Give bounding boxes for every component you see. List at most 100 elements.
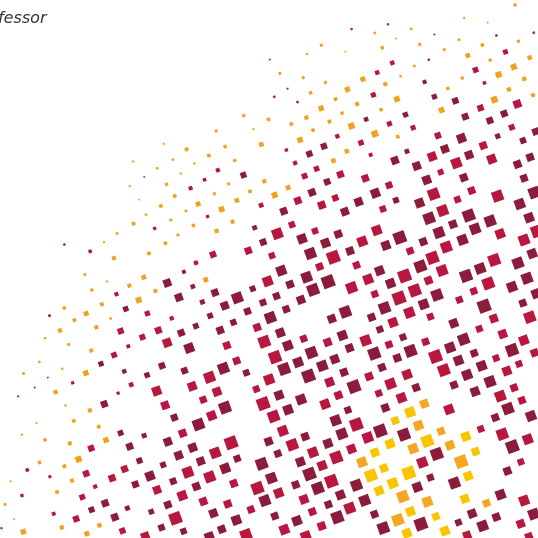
dot	[364, 468, 378, 482]
dot	[256, 396, 271, 411]
dot	[144, 213, 147, 216]
dot	[353, 197, 364, 208]
dot	[127, 283, 132, 288]
dot	[209, 446, 222, 459]
dot	[344, 148, 350, 154]
dot	[356, 456, 368, 468]
dot	[454, 454, 469, 469]
dot	[217, 362, 230, 375]
dot	[125, 442, 134, 451]
dot	[423, 275, 433, 285]
dot	[380, 240, 391, 251]
dot	[361, 431, 374, 444]
dot	[9, 480, 11, 482]
dot	[413, 259, 427, 273]
dot	[67, 343, 71, 347]
dot	[144, 310, 151, 317]
dot	[416, 456, 429, 469]
dot	[83, 310, 89, 316]
dot	[184, 147, 189, 152]
dot	[244, 246, 253, 255]
dot	[399, 333, 408, 342]
dot	[413, 64, 416, 67]
dot	[299, 334, 308, 343]
dot	[316, 521, 326, 531]
dot	[193, 162, 196, 165]
dot	[486, 153, 498, 165]
dot	[401, 369, 413, 381]
dot	[296, 295, 307, 306]
dot	[492, 354, 501, 363]
dot	[181, 269, 186, 274]
dot	[448, 476, 462, 490]
dot	[402, 111, 409, 118]
dot	[126, 344, 131, 349]
dot	[408, 283, 423, 298]
dot	[258, 494, 271, 507]
dot	[517, 458, 525, 466]
dot	[203, 371, 216, 384]
dot	[252, 128, 255, 131]
dot	[87, 408, 92, 413]
dot	[383, 82, 388, 87]
dot	[109, 317, 112, 320]
dot	[460, 76, 464, 80]
dot	[141, 433, 147, 439]
dot	[371, 224, 383, 236]
dot	[487, 253, 501, 267]
dot	[477, 425, 486, 434]
dot	[358, 494, 371, 507]
dot	[122, 305, 129, 312]
dot	[111, 351, 118, 358]
dot	[152, 485, 162, 495]
dot	[344, 51, 346, 53]
dot	[418, 237, 428, 247]
dot	[418, 298, 430, 310]
dot	[470, 349, 479, 358]
dot	[521, 76, 527, 82]
dot	[17, 395, 19, 397]
dot	[301, 76, 305, 80]
dot	[531, 127, 538, 136]
dot	[339, 367, 349, 377]
dot	[436, 264, 449, 277]
dot	[147, 251, 152, 256]
dot	[476, 360, 488, 372]
dot	[252, 385, 261, 394]
dot	[461, 208, 476, 223]
dot	[71, 381, 75, 385]
dot	[495, 71, 503, 79]
dot	[25, 468, 29, 472]
dot	[223, 499, 233, 509]
dot	[355, 101, 360, 106]
dot	[304, 346, 318, 360]
dot	[177, 328, 186, 337]
dot	[333, 229, 343, 239]
dot	[329, 354, 340, 365]
dot	[196, 456, 206, 466]
dot	[84, 531, 90, 537]
dot	[440, 240, 453, 253]
dot	[198, 496, 208, 506]
dot	[387, 477, 400, 490]
dot	[273, 389, 284, 400]
dot	[277, 425, 289, 437]
dot	[257, 335, 271, 349]
dot	[72, 318, 77, 323]
dot	[67, 441, 72, 446]
dot	[467, 186, 476, 195]
dot	[476, 104, 484, 112]
dot	[491, 413, 501, 423]
dot	[469, 287, 478, 296]
dot	[308, 91, 312, 95]
dot	[292, 160, 297, 165]
dot	[502, 466, 512, 476]
dot	[442, 48, 446, 52]
dot	[501, 402, 515, 416]
dot	[395, 134, 400, 139]
dot	[397, 268, 412, 283]
dot	[385, 278, 397, 290]
dot	[370, 290, 379, 299]
dot	[293, 196, 302, 205]
dot	[519, 137, 527, 145]
